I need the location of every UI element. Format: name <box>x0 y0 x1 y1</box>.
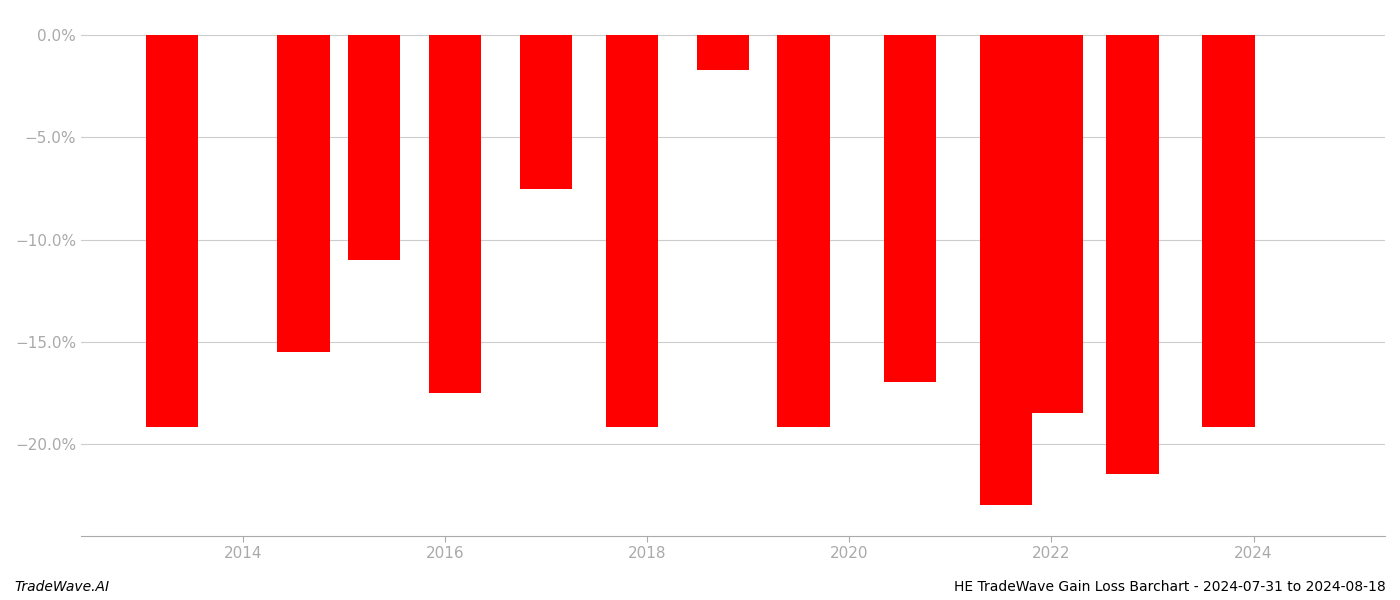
Bar <box>347 35 400 260</box>
Text: TradeWave.AI: TradeWave.AI <box>14 580 109 594</box>
Bar <box>277 35 329 352</box>
Bar <box>606 35 658 427</box>
Bar <box>777 35 830 427</box>
Bar <box>1106 35 1159 475</box>
Bar <box>980 35 1032 505</box>
Bar <box>519 35 573 188</box>
Bar <box>428 35 482 392</box>
Bar <box>146 35 199 427</box>
Bar <box>1203 35 1254 427</box>
Bar <box>697 35 749 70</box>
Bar <box>1030 35 1082 413</box>
Bar <box>883 35 937 382</box>
Text: HE TradeWave Gain Loss Barchart - 2024-07-31 to 2024-08-18: HE TradeWave Gain Loss Barchart - 2024-0… <box>955 580 1386 594</box>
